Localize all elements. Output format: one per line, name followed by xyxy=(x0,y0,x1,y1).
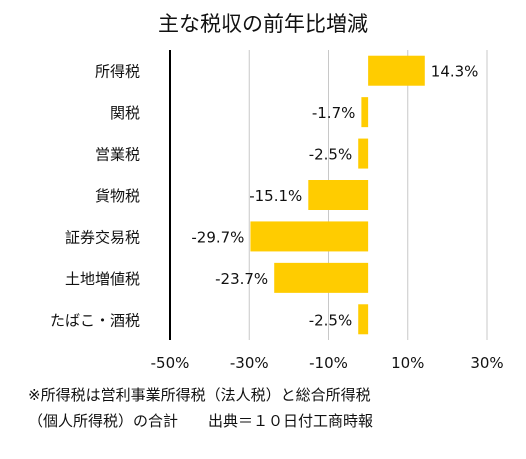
x-tick-label: -30% xyxy=(230,354,269,372)
value-label: -2.5% xyxy=(309,311,353,329)
bar xyxy=(250,221,369,252)
bar xyxy=(358,304,369,335)
category-label: 所得税 xyxy=(95,63,140,81)
chart-title: 主な税収の前年比増減 xyxy=(158,12,368,36)
footnote-line-1: ※所得税は営利事業所得税（法人税）と総合所得税 xyxy=(28,386,371,404)
bar xyxy=(308,180,369,210)
value-label: 14.3% xyxy=(431,63,479,81)
value-label: -1.7% xyxy=(312,104,356,122)
bar xyxy=(361,97,369,128)
value-label: -2.5% xyxy=(309,146,353,164)
footnote: ※所得税は営利事業所得税（法人税）と総合所得税 （個人所得税）の合計 出典＝１０… xyxy=(28,382,373,434)
x-tick-label: -10% xyxy=(309,354,348,372)
category-label: 営業税 xyxy=(95,146,140,164)
bar xyxy=(368,55,425,86)
category-label: 土地増値税 xyxy=(65,270,140,288)
category-label: 証券交易税 xyxy=(65,228,140,246)
footnote-line-2: （個人所得税）の合計 出典＝１０日付工商時報 xyxy=(28,412,374,430)
x-tick-label: 30% xyxy=(470,354,503,372)
x-tick-label: -50% xyxy=(151,354,190,372)
value-label: -29.7% xyxy=(191,228,244,246)
bar xyxy=(358,138,369,169)
category-label: 貨物税 xyxy=(95,187,140,205)
category-label: 関税 xyxy=(110,104,140,122)
category-label: たばこ・酒税 xyxy=(50,311,140,329)
value-label: -15.1% xyxy=(249,187,302,205)
x-tick-label: 10% xyxy=(391,354,424,372)
value-label: -23.7% xyxy=(215,270,268,288)
bar xyxy=(274,262,369,293)
